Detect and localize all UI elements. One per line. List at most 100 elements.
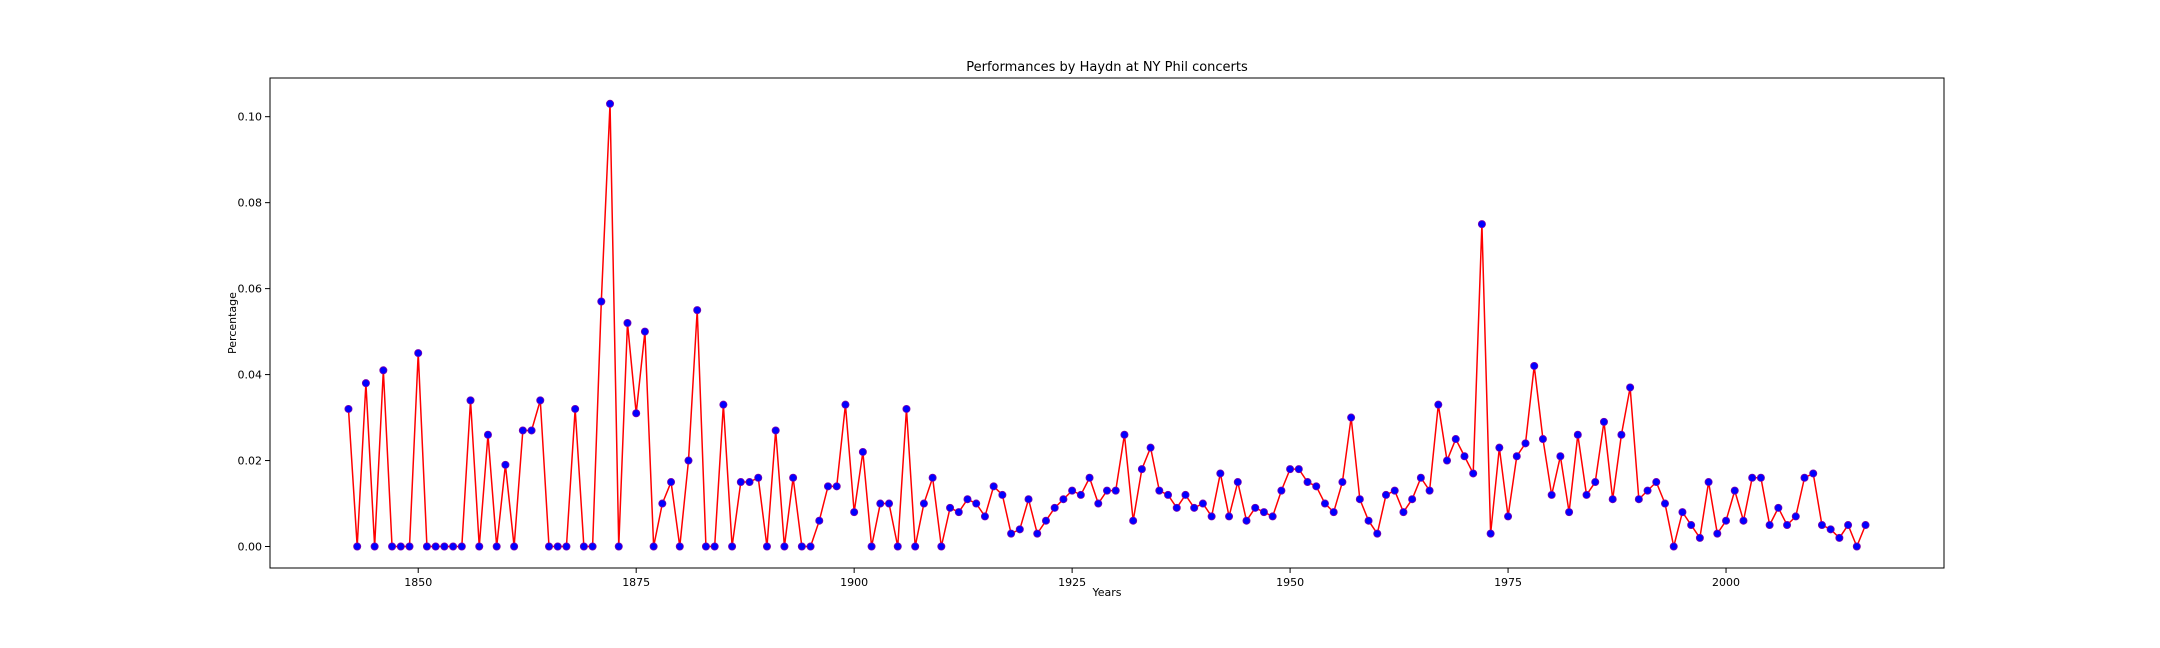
data-point (1512, 452, 1521, 461)
data-point (1268, 512, 1277, 521)
data-point (545, 542, 554, 551)
x-tick-label: 1875 (622, 576, 650, 589)
x-tick-label: 1850 (404, 576, 432, 589)
data-point (1469, 469, 1478, 478)
data-point (1661, 499, 1670, 508)
data-point (1547, 490, 1556, 499)
data-point (388, 542, 397, 551)
data-point (1320, 499, 1329, 508)
data-point (1695, 533, 1704, 542)
data-point (1713, 529, 1722, 538)
data-point (1783, 521, 1792, 530)
data-point (553, 542, 562, 551)
data-point (475, 542, 484, 551)
data-point (1251, 503, 1260, 512)
data-point (518, 426, 527, 435)
data-point (492, 542, 501, 551)
data-point (1678, 508, 1687, 517)
data-point (1826, 525, 1835, 534)
data-point (1565, 508, 1574, 517)
data-point (640, 327, 649, 336)
data-point (675, 542, 684, 551)
data-point (1416, 473, 1425, 482)
data-point (1155, 486, 1164, 495)
data-point (1382, 490, 1391, 499)
data-point (1504, 512, 1513, 521)
data-point (579, 542, 588, 551)
data-point (1225, 512, 1234, 521)
data-point (483, 430, 492, 439)
data-point (1687, 521, 1696, 530)
data-point (396, 542, 405, 551)
data-point (414, 349, 423, 358)
x-tick-label: 1925 (1058, 576, 1086, 589)
data-point (736, 478, 745, 487)
data-point (1277, 486, 1286, 495)
data-point (1739, 516, 1748, 525)
data-point (667, 478, 676, 487)
data-point (1756, 473, 1765, 482)
data-point (510, 542, 519, 551)
data-point (466, 396, 475, 405)
data-point (1146, 443, 1155, 452)
data-point (1608, 495, 1617, 504)
data-point (1338, 478, 1347, 487)
data-point (806, 542, 815, 551)
data-point (379, 366, 388, 375)
data-point (1434, 400, 1443, 409)
data-point (449, 542, 458, 551)
data-point (858, 447, 867, 456)
data-point (1329, 508, 1338, 517)
data-point (780, 542, 789, 551)
data-point (431, 542, 440, 551)
data-point (1190, 503, 1199, 512)
data-point (850, 508, 859, 517)
data-point (1390, 486, 1399, 495)
data-point (1294, 465, 1303, 474)
data-point (885, 499, 894, 508)
plot-frame (269, 77, 1945, 569)
data-point (867, 542, 876, 551)
data-point (1120, 430, 1129, 439)
data-point (1233, 478, 1242, 487)
data-point (1835, 533, 1844, 542)
y-tick-label: 0.10 (238, 111, 263, 124)
x-axis: 1850 1875 1900 1925 1950 1975 2000 (404, 568, 1740, 589)
data-point (832, 482, 841, 491)
x-tick-label: 1900 (840, 576, 868, 589)
data-point (1216, 469, 1225, 478)
data-point (501, 460, 510, 469)
x-axis-label: Years (1091, 586, 1121, 599)
y-axis: 0.00 0.02 0.04 0.06 0.08 0.10 (238, 111, 270, 554)
y-axis-label: Percentage (226, 292, 239, 354)
data-point (1024, 495, 1033, 504)
data-point (1347, 413, 1356, 422)
data-point (1652, 478, 1661, 487)
data-point (1181, 490, 1190, 499)
data-point (1722, 516, 1731, 525)
data-point (1399, 508, 1408, 517)
data-point (536, 396, 545, 405)
data-point (1408, 495, 1417, 504)
x-tick-label: 1975 (1494, 576, 1522, 589)
data-point (1041, 516, 1050, 525)
data-point (1085, 473, 1094, 482)
data-point (1730, 486, 1739, 495)
data-point (797, 542, 806, 551)
data-point (1015, 525, 1024, 534)
data-point (1669, 542, 1678, 551)
data-point (771, 426, 780, 435)
data-point (1094, 499, 1103, 508)
y-tick-label: 0.08 (238, 197, 263, 210)
data-point (824, 482, 833, 491)
data-point (928, 473, 937, 482)
data-point (1861, 521, 1870, 530)
data-point (1765, 521, 1774, 530)
y-tick-label: 0.06 (238, 283, 263, 296)
data-point (1312, 482, 1321, 491)
data-point (597, 297, 606, 306)
data-point (1207, 512, 1216, 521)
data-point (1373, 529, 1382, 538)
data-point (1137, 465, 1146, 474)
